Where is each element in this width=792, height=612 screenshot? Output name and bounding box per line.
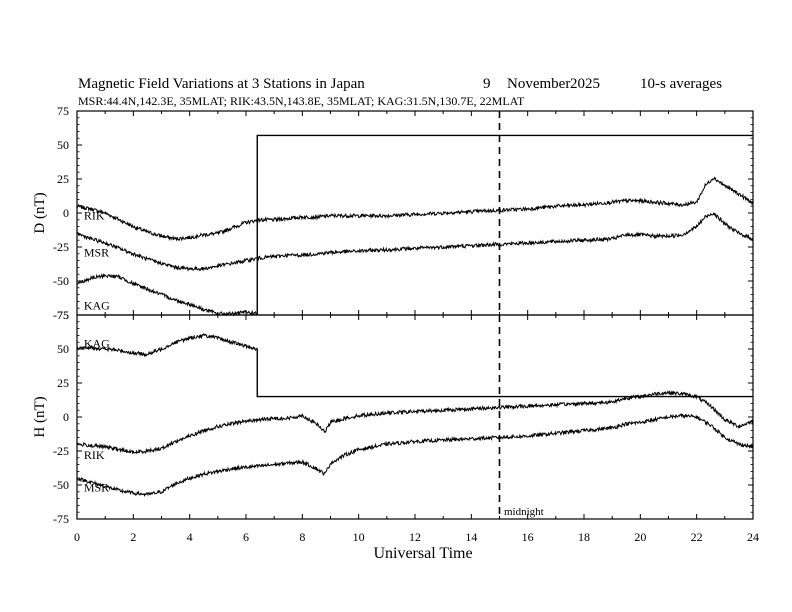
series-label-d-rik: RIK bbox=[84, 209, 105, 223]
x-tick-label: 6 bbox=[243, 530, 249, 544]
series-label-d-msr: MSR bbox=[84, 245, 109, 259]
title-averaging: 10-s averages bbox=[640, 76, 722, 92]
y-tick-label-d: -75 bbox=[53, 308, 69, 322]
series-label-h-msr: MSR bbox=[84, 481, 109, 495]
y-tick-label-d: 75 bbox=[57, 104, 69, 118]
series-label-h-kag: KAG bbox=[84, 337, 110, 351]
series-h-kag bbox=[76, 332, 258, 358]
y-tick-label-d: 0 bbox=[63, 206, 69, 220]
x-tick-label: 8 bbox=[299, 530, 305, 544]
series-label-d-kag: KAG bbox=[84, 298, 110, 312]
x-tick-label: 0 bbox=[74, 530, 80, 544]
x-tick-label: 12 bbox=[409, 530, 421, 544]
title-month: November bbox=[507, 76, 570, 92]
x-tick-label: 22 bbox=[691, 530, 703, 544]
title-year: 2025 bbox=[570, 76, 600, 92]
series-d-kag bbox=[76, 272, 258, 317]
series-h-msr bbox=[76, 413, 754, 497]
x-tick-label: 2 bbox=[130, 530, 136, 544]
x-tick-label: 24 bbox=[747, 530, 759, 544]
y-tick-label-h: 75 bbox=[57, 308, 69, 322]
offset-step-d bbox=[256, 134, 753, 315]
chart-subtitle: MSR:44.4N,142.3E, 35MLAT; RIK:43.5N,143.… bbox=[78, 94, 525, 108]
y-tick-label-h: 0 bbox=[63, 410, 69, 424]
midnight-label: midnight bbox=[504, 506, 544, 518]
series-label-h-rik: RIK bbox=[84, 448, 105, 462]
offset-step-h bbox=[256, 349, 753, 398]
title-day: 9 bbox=[483, 76, 491, 92]
x-tick-label: 4 bbox=[187, 530, 193, 544]
panel-h-ylabel: H (nT) bbox=[32, 396, 48, 437]
series-d-rik bbox=[76, 176, 753, 242]
x-tick-label: 18 bbox=[578, 530, 590, 544]
x-tick-label: 10 bbox=[353, 530, 365, 544]
panel-d-ylabel: D (nT) bbox=[32, 192, 48, 233]
y-tick-label-h: -50 bbox=[53, 478, 69, 492]
y-tick-label-d: 50 bbox=[57, 138, 69, 152]
y-tick-label-h: 25 bbox=[57, 376, 69, 390]
series-d-msr bbox=[76, 212, 754, 272]
series-h-rik bbox=[76, 389, 754, 455]
x-axis-label: Universal Time bbox=[373, 545, 472, 562]
x-tick-label: 14 bbox=[465, 530, 477, 544]
x-tick-label: 20 bbox=[634, 530, 646, 544]
y-tick-label-h: -25 bbox=[53, 444, 69, 458]
y-tick-label-d: -25 bbox=[53, 240, 69, 254]
y-tick-label-h: -75 bbox=[53, 512, 69, 526]
y-tick-label-h: 50 bbox=[57, 342, 69, 356]
y-tick-label-d: -50 bbox=[53, 274, 69, 288]
plot-area: RIK MSR KAG KAG RIK MSR bbox=[76, 111, 754, 519]
chart-title: Magnetic Field Variations at 3 Stations … bbox=[78, 76, 365, 92]
x-tick-label: 16 bbox=[522, 530, 534, 544]
y-tick-label-d: 25 bbox=[57, 172, 69, 186]
